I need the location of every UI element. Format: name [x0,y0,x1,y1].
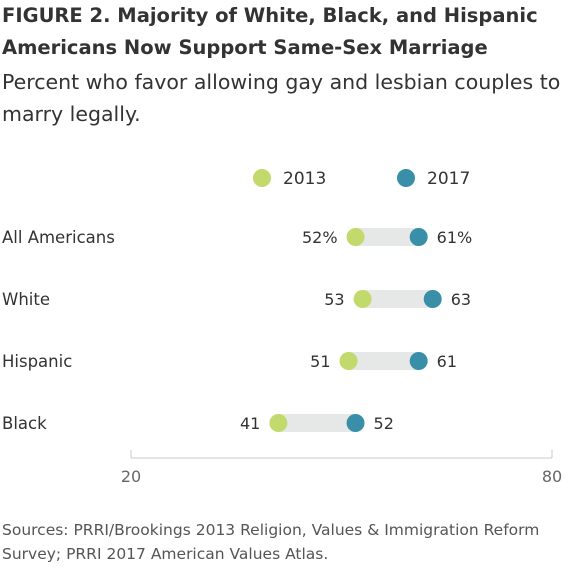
connector-bar [278,414,356,432]
row-hispanic: Hispanic 51 61 [2,352,457,371]
chart-subtitle: Percent who favor allowing gay and lesbi… [2,70,561,126]
value-label-2017: 52 [374,414,394,433]
dot-2013 [346,228,365,246]
legend-marker-2017 [397,169,415,187]
category-label: Hispanic [2,352,72,371]
source-note: Sources: PRRI/Brookings 2013 Religion, V… [2,521,540,563]
dot-2013 [353,290,372,308]
value-label-2013: 53 [324,290,344,309]
connector-bar [348,352,419,370]
category-label: Black [2,414,47,433]
dumbbell-chart: 2013 2017 All Americans 52% 61% White 53 63 His… [2,169,562,486]
value-label-2013: 52% [302,228,338,247]
value-label-2017: 61% [437,228,473,247]
dot-2017 [346,414,365,432]
legend-label-2017: 2017 [427,169,470,189]
category-label: White [2,290,50,309]
x-tick-label: 20 [121,467,141,486]
dot-2017 [409,352,428,370]
value-label-2013: 41 [240,414,260,433]
x-axis: 20 80 [121,450,562,486]
dot-2013 [269,414,288,432]
value-label-2017: 61 [437,352,457,371]
row-white: White 53 63 [2,290,471,309]
value-label-2013: 51 [310,352,330,371]
category-label: All Americans [2,228,115,247]
legend: 2013 2017 [253,169,470,189]
legend-label-2013: 2013 [283,169,326,189]
connector-bar [355,228,419,246]
value-label-2017: 63 [451,290,471,309]
dot-2013 [339,352,358,370]
row-black: Black 41 52 [2,414,394,433]
row-all-americans: All Americans 52% 61% [2,228,472,247]
x-tick-label: 80 [542,467,562,486]
dot-2017 [423,290,442,308]
legend-marker-2013 [253,169,271,187]
dot-2017 [409,228,428,246]
chart-title: FIGURE 2. Majority of White, Black, and … [2,4,538,59]
connector-bar [362,290,433,308]
chart-rows: All Americans 52% 61% White 53 63 Hispanic 51 61… [2,228,472,433]
